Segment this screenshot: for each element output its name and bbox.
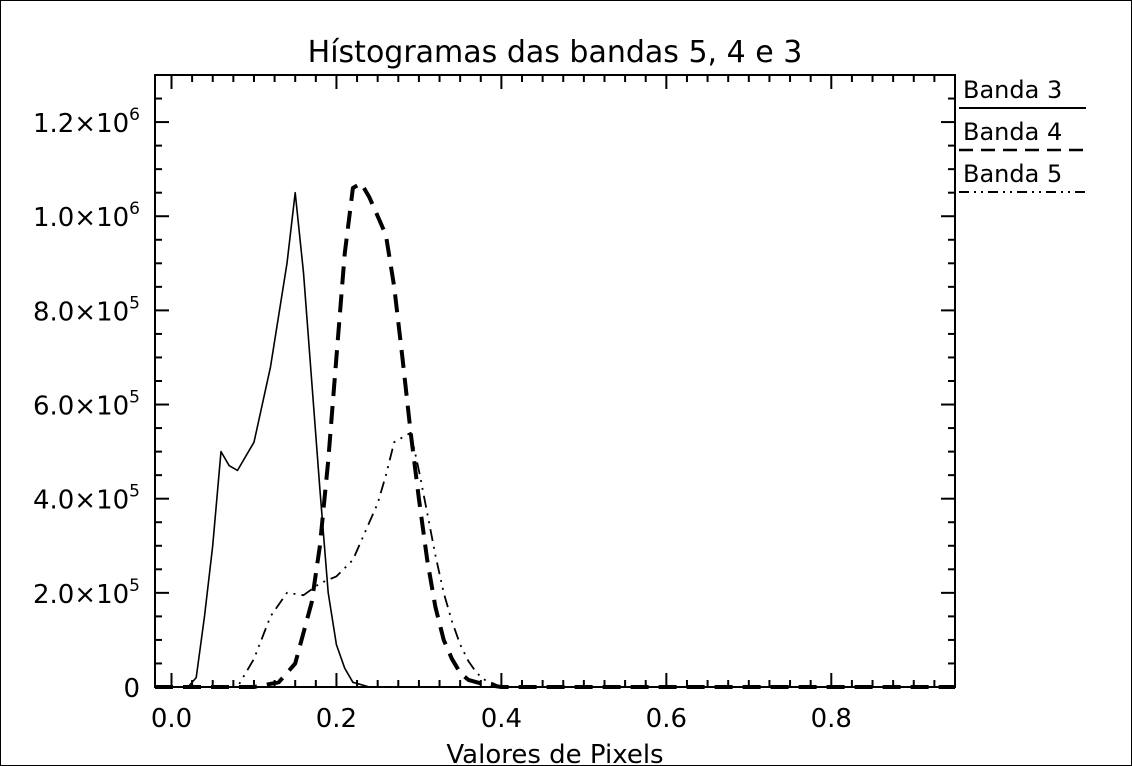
series-lines: [155, 181, 955, 689]
x-tick-label: 0.4: [481, 704, 522, 734]
legend-label: Banda 5: [963, 160, 1062, 188]
y-tick-label: 2.0×105: [33, 576, 140, 610]
chart-title: Hístogramas das bandas 5, 4 e 3: [308, 35, 803, 70]
series-line-banda-5: [155, 431, 955, 688]
y-tick-label: 1.2×106: [33, 105, 140, 139]
y-tick-label: 8.0×105: [33, 293, 140, 327]
axis-ticks: [155, 74, 956, 688]
x-tick-labels: 0.0 0.2 0.4 0.6 0.8: [151, 704, 852, 734]
y-tick-label: 1.0×106: [33, 199, 140, 233]
legend-label: Banda 3: [963, 76, 1062, 104]
legend-label: Banda 4: [963, 118, 1062, 146]
y-tick-label: 0: [123, 674, 140, 704]
series-line-banda-4: [155, 181, 955, 689]
y-tick-label: 6.0×105: [33, 388, 140, 422]
x-tick-label: 0.6: [646, 704, 687, 734]
y-tick-label: 4.0×105: [33, 482, 140, 516]
series-line-banda-3: [155, 191, 955, 688]
legend: Banda 3 Banda 4 Banda 5: [959, 76, 1086, 193]
y-tick-labels: 0 2.0×105 4.0×105 6.0×105 8.0×105 1.0×106 1.2×…: [33, 105, 140, 704]
x-tick-label: 0.0: [151, 704, 192, 734]
x-tick-label: 0.2: [316, 704, 357, 734]
x-tick-label: 0.8: [811, 704, 852, 734]
x-axis-label: Valores de Pixels: [446, 740, 663, 766]
